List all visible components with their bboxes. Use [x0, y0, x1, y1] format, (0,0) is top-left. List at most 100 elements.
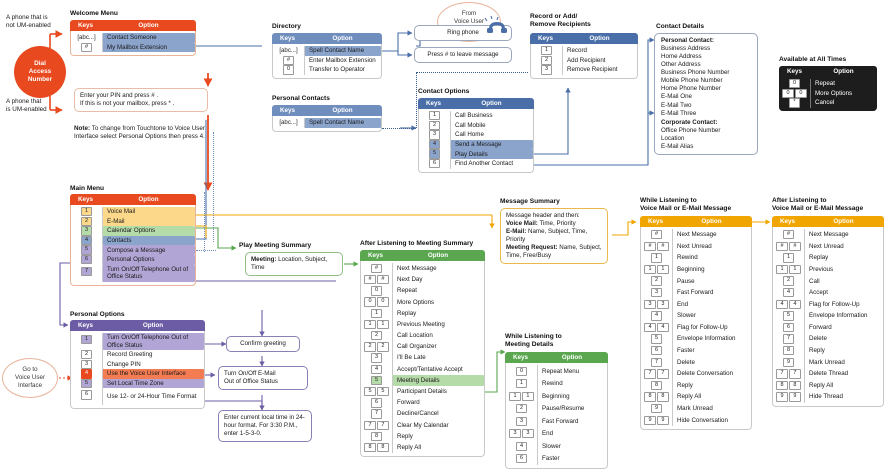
- menu-row[interactable]: 8 8 Reply All: [361, 442, 484, 454]
- menu-row[interactable]: 6 Forward: [361, 397, 484, 409]
- menu-row[interactable]: 1 1 Previous Meeting: [361, 318, 484, 331]
- menu-row[interactable]: 2 E-Mail: [71, 216, 195, 227]
- menu-row[interactable]: 1 Record: [531, 46, 637, 56]
- menu-row[interactable]: 4 Accept/Tentative Accept: [361, 363, 484, 375]
- menu-row[interactable]: 4 4 Flag for Follow-Up: [641, 321, 751, 334]
- col-keys: Keys: [425, 100, 442, 107]
- row-keys: 8: [641, 380, 672, 391]
- menu-row[interactable]: 1 Call Business: [419, 111, 533, 121]
- menu-row[interactable]: 8 Reply: [361, 430, 484, 442]
- row-keys: 6: [506, 454, 537, 464]
- menu-row[interactable]: 2 Pause/Resume: [506, 402, 607, 415]
- menu-row[interactable]: 0 Repeat: [361, 285, 484, 297]
- menu-row[interactable]: 3 Calendar Options: [71, 226, 195, 236]
- menu-row[interactable]: 1 1 Beginning: [506, 390, 607, 403]
- menu-row[interactable]: 1 1 Beginning: [641, 263, 751, 276]
- menu-row[interactable]: # Next Message: [361, 263, 484, 275]
- menu-row[interactable]: 3 Remove Recipient: [531, 65, 637, 75]
- menu-row[interactable]: # Next Message: [641, 229, 751, 241]
- menu-row[interactable]: 8 8 Reply All: [641, 391, 751, 403]
- menu-row[interactable]: 0 0 More Options: [361, 296, 484, 308]
- menu-row[interactable]: 0 Repeat Menu: [506, 365, 607, 378]
- menu-row[interactable]: 2 Call: [773, 275, 883, 287]
- menu-row[interactable]: 2 Call Location: [361, 330, 484, 342]
- menu-row[interactable]: 0 0 More Options: [779, 88, 877, 99]
- menu-row[interactable]: 2 2 Call Organizer: [361, 341, 484, 353]
- menu-row[interactable]: 3 Change PIN: [71, 359, 204, 370]
- menu-row[interactable]: 7 Decline/Cancel: [361, 408, 484, 420]
- row-keys: 1: [419, 111, 450, 121]
- menu-row[interactable]: 5 Play Details: [419, 149, 533, 159]
- menu-row[interactable]: 0 Transfer to Operator: [273, 65, 381, 75]
- menu-row[interactable]: 4 Contacts: [71, 235, 195, 246]
- menu-row[interactable]: 9 Mark Unread: [773, 356, 883, 369]
- menu-row[interactable]: 5 Meeting Details: [361, 374, 484, 387]
- menu-row[interactable]: * Cancel: [779, 98, 877, 108]
- menu-row[interactable]: 1 Replay: [773, 252, 883, 264]
- menu-row[interactable]: 3 3 End: [641, 298, 751, 311]
- menu-row[interactable]: 2 Pause: [641, 275, 751, 287]
- contact-options-rows: 1 Call Business 2 Call Mobile 3 Call Home 4…: [418, 109, 534, 173]
- menu-row[interactable]: 9 9 Hide Thread: [773, 391, 883, 403]
- menu-row[interactable]: 2 Call Mobile: [419, 120, 533, 131]
- menu-row[interactable]: 5 5 Participant Details: [361, 386, 484, 398]
- menu-row[interactable]: 2 Add Recipient: [531, 55, 637, 66]
- menu-row[interactable]: 3 3 End: [506, 427, 607, 440]
- menu-row[interactable]: [abc...] Spell Contact Name: [273, 118, 381, 128]
- row-keys: 7: [773, 334, 804, 344]
- menu-row[interactable]: 4 4 Flag for Follow-Up: [773, 298, 883, 311]
- menu-row[interactable]: # Next Message: [773, 229, 883, 241]
- row-keys: # #: [641, 241, 672, 252]
- contact-details-card: Personal Contact: Business Address Home …: [654, 33, 758, 155]
- menu-row[interactable]: 3 Fast Forward: [506, 415, 607, 428]
- menu-row[interactable]: 4 Slower: [506, 440, 607, 453]
- menu-row[interactable]: 9 9 Hide Conversation: [641, 414, 751, 427]
- menu-row[interactable]: 5 Compose a Message: [71, 245, 195, 255]
- menu-row[interactable]: 6 Find Another Contact: [419, 158, 533, 169]
- menu-row[interactable]: 4 Slower: [641, 310, 751, 322]
- menu-row[interactable]: 9 Mark Unread: [641, 402, 751, 415]
- menu-row[interactable]: 1 Turn On/Off Telephone Out of Office Sta…: [71, 333, 204, 350]
- menu-row[interactable]: 5 Set Local Time Zone: [71, 378, 204, 389]
- menu-row[interactable]: 4 Send a Message: [419, 139, 533, 150]
- menu-row[interactable]: [abc...] Spell Contact Name: [273, 46, 381, 56]
- menu-row[interactable]: 5 Envelope Information: [773, 310, 883, 322]
- menu-row[interactable]: # # Next Day: [361, 274, 484, 286]
- menu-row[interactable]: 1 Replay: [361, 307, 484, 319]
- dial-access-number-node[interactable]: Dial Access Number: [14, 46, 66, 98]
- menu-row[interactable]: 5 Envelope Information: [641, 333, 751, 345]
- row-option: Hide Conversation: [672, 414, 751, 427]
- menu-row[interactable]: 7 7 Delete Thread: [773, 368, 883, 380]
- menu-row[interactable]: 7 Delete: [641, 356, 751, 369]
- menu-row[interactable]: 2 Record Greeting: [71, 350, 204, 360]
- menu-row[interactable]: 0 Repeat: [779, 79, 877, 89]
- menu-row[interactable]: 8 Reply: [773, 344, 883, 357]
- menu-row[interactable]: 4 Use the Voice User Interface: [71, 369, 204, 379]
- menu-row[interactable]: 3 Call Home: [419, 130, 533, 140]
- menu-row[interactable]: 6 Faster: [641, 344, 751, 357]
- menu-row[interactable]: # # Next Unread: [773, 240, 883, 253]
- menu-row[interactable]: 7 7 Clear My Calendar: [361, 419, 484, 431]
- menu-row[interactable]: 1 Voice Mail: [71, 207, 195, 217]
- row-option: More Options: [392, 296, 484, 308]
- menu-row[interactable]: 7 7 Delete Conversation: [641, 368, 751, 380]
- menu-row[interactable]: 1 1 Previous: [773, 263, 883, 276]
- menu-row[interactable]: 6 Faster: [506, 452, 607, 465]
- menu-row[interactable]: 6 Forward: [773, 321, 883, 334]
- menu-row[interactable]: 8 8 Reply All: [773, 379, 883, 392]
- menu-row[interactable]: 1 Rewind: [641, 252, 751, 264]
- menu-row[interactable]: # My Mailbox Extension: [71, 42, 195, 53]
- menu-row[interactable]: # # Next Unread: [641, 240, 751, 253]
- row-keys: 7: [71, 265, 102, 276]
- menu-row[interactable]: 4 Accept: [773, 286, 883, 299]
- menu-row[interactable]: [abc...] Contact Someone: [71, 33, 195, 43]
- menu-row[interactable]: # Enter Mailbox Extension: [273, 55, 381, 66]
- menu-row[interactable]: 8 Reply: [641, 379, 751, 392]
- menu-row[interactable]: 3 I'll Be Late: [361, 352, 484, 364]
- menu-row[interactable]: 6 Use 12- or 24-Hour Time Format: [71, 388, 204, 406]
- menu-row[interactable]: 3 Fast Forward: [641, 286, 751, 299]
- menu-row[interactable]: 7 Delete: [773, 333, 883, 345]
- menu-row[interactable]: 6 Personal Options: [71, 254, 195, 265]
- menu-row[interactable]: 7 Turn On/Off Telephone Out of Office Sta…: [71, 264, 195, 282]
- menu-row[interactable]: 1 Rewind: [506, 377, 607, 390]
